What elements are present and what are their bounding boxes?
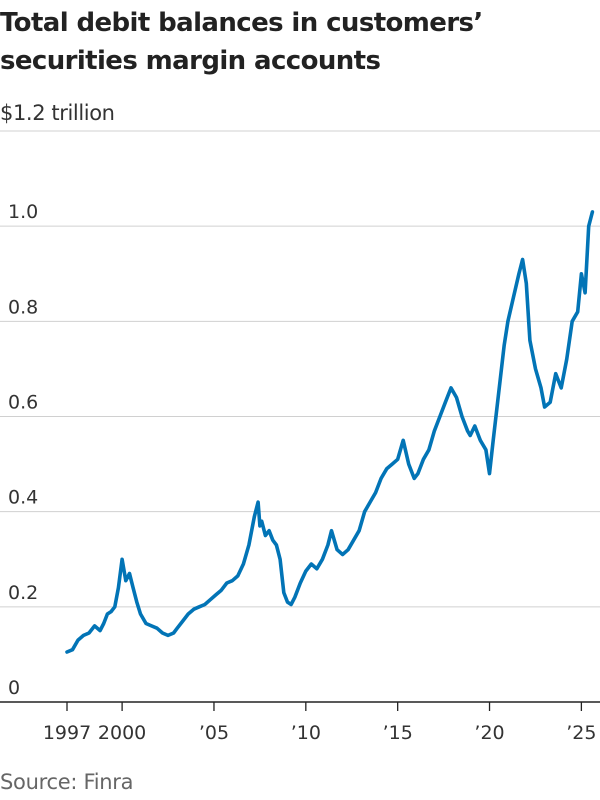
chart-title: Total debit balances in customers’ secur… (0, 8, 483, 76)
y-tick-label: 0.8 (8, 296, 38, 318)
y-tick-label: 1.0 (8, 201, 38, 223)
y-axis-unit-label: $1.2 trillion (0, 101, 115, 125)
x-tick-label: ’05 (199, 722, 229, 744)
x-tick-label: 2000 (98, 722, 146, 744)
x-tick-label: ’20 (474, 722, 504, 744)
y-tick-label: 0.6 (8, 392, 38, 414)
x-tick-label: ’15 (383, 722, 413, 744)
debit-balance-line (65, 210, 595, 654)
x-tick-label: ’10 (291, 722, 321, 744)
gridlines (0, 130, 600, 608)
source-note: Source: Finra (0, 770, 134, 794)
x-tick-labels: 1997 2000 ’05 ’10 ’15 ’20 ’25 (43, 722, 597, 744)
x-tick-label: ’25 (566, 722, 596, 744)
y-tick-labels: 0 0.2 0.4 0.6 0.8 1.0 (8, 201, 38, 699)
x-tick-label: 1997 (43, 722, 91, 744)
y-tick-label: 0.2 (8, 582, 38, 604)
x-axis (0, 701, 600, 711)
y-tick-label: 0 (8, 677, 20, 699)
y-tick-label: 0.4 (8, 487, 38, 509)
